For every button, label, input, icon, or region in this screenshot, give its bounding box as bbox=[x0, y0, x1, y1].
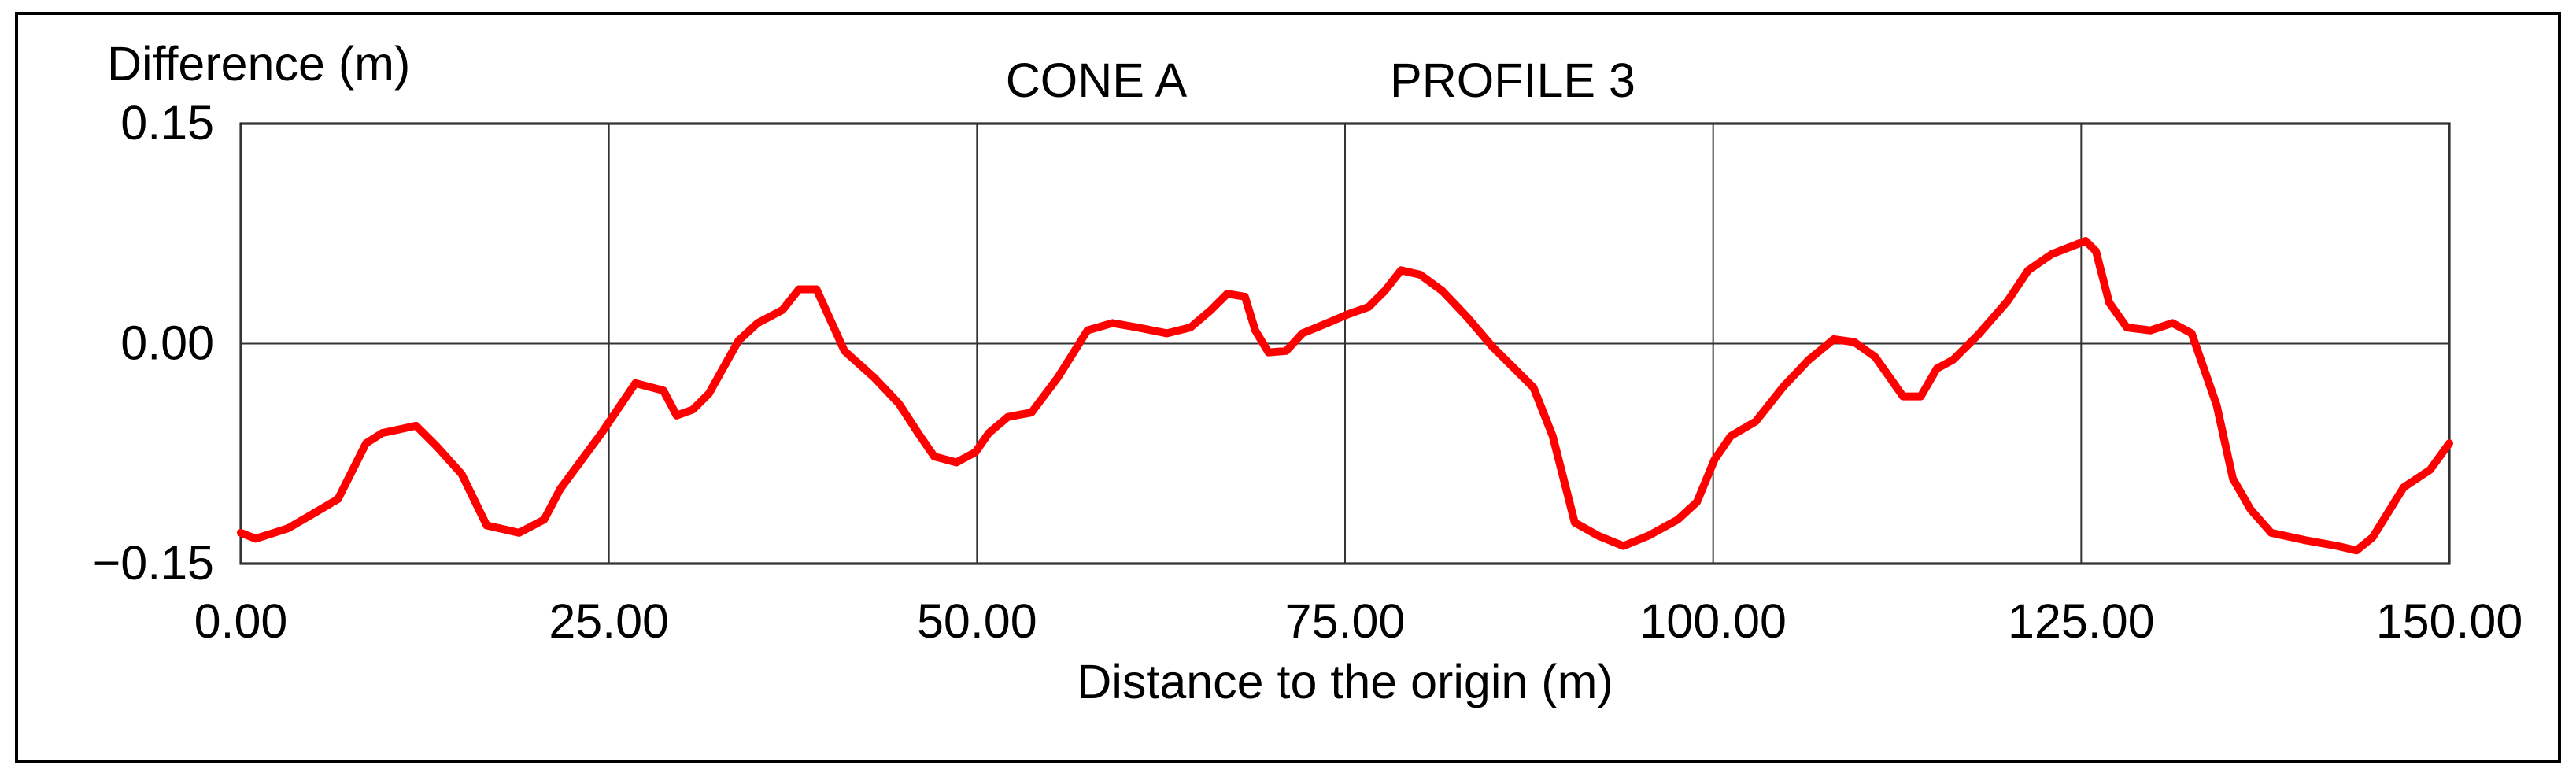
x-tick-label: 50.00 bbox=[917, 594, 1037, 648]
x-tick-label: 75.00 bbox=[1285, 594, 1406, 648]
chart-subtitle: PROFILE 3 bbox=[1390, 54, 1635, 107]
chart-title: CONE A bbox=[1006, 54, 1188, 107]
x-tick-label: 150.00 bbox=[2376, 594, 2523, 648]
frame bbox=[15, 12, 2561, 763]
x-axis-label: Distance to the origin (m) bbox=[1077, 655, 1613, 708]
y-tick-label: −0.15 bbox=[93, 536, 214, 590]
x-tick-label: 0.00 bbox=[194, 594, 288, 648]
x-tick-label: 100.00 bbox=[1639, 594, 1787, 648]
x-tick-label: 125.00 bbox=[2008, 594, 2155, 648]
x-tick-label: 25.00 bbox=[549, 594, 669, 648]
y-axis-label: Difference (m) bbox=[107, 37, 410, 91]
y-tick-label: 0.15 bbox=[120, 96, 214, 150]
data-line bbox=[237, 237, 2453, 555]
y-tick-label: 0.00 bbox=[120, 316, 214, 370]
